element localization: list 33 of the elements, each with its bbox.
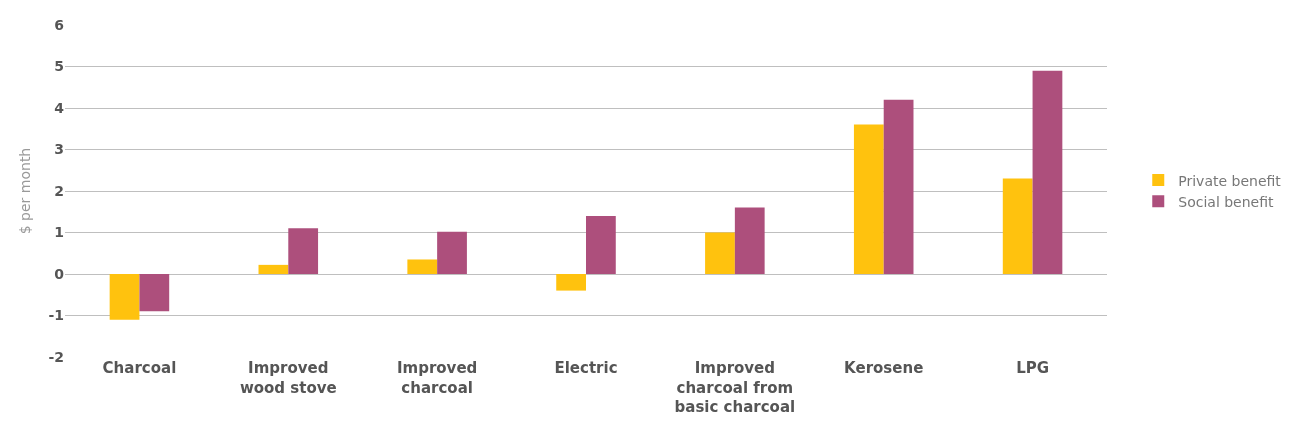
y-tick-label: -1: [48, 307, 64, 324]
y-tick-label: -2: [48, 348, 64, 365]
y-tick-label: 4: [54, 99, 65, 116]
x-tick-label: Kerosene: [844, 359, 924, 377]
x-tick-label: Charcoal: [102, 359, 177, 377]
bar: [1002, 178, 1033, 274]
x-tick-label: Electric: [554, 359, 618, 377]
legend-label: Private benefit: [1178, 172, 1282, 189]
y-axis-title: $ per month: [17, 147, 34, 235]
bar: [705, 232, 735, 274]
x-tick-label: Improved charcoal from basic charcoal: [674, 359, 796, 416]
bar: [258, 264, 289, 274]
x-tick-label: Improved wood stove: [239, 359, 337, 397]
x-tick-label: Improved charcoal: [396, 359, 478, 397]
bar: [407, 259, 438, 274]
y-tick-label: 3: [54, 141, 64, 158]
bar: [437, 231, 467, 274]
legend-label: Social benefit: [1178, 193, 1275, 210]
bar: [883, 99, 914, 274]
y-tick-label: 0: [54, 265, 65, 282]
y-tick-label: 5: [54, 58, 64, 75]
bar: [139, 274, 170, 312]
x-tick-label: LPG: [1016, 359, 1050, 377]
y-tick-label: 1: [54, 224, 64, 241]
bar: [586, 215, 616, 274]
bar: [556, 274, 586, 291]
bar: [853, 124, 884, 274]
y-tick-label: 2: [54, 182, 64, 199]
bar: [734, 207, 765, 274]
bar: [1032, 70, 1063, 274]
y-tick-label: 6: [54, 16, 64, 33]
bar: [288, 228, 319, 274]
bar: [109, 274, 140, 320]
